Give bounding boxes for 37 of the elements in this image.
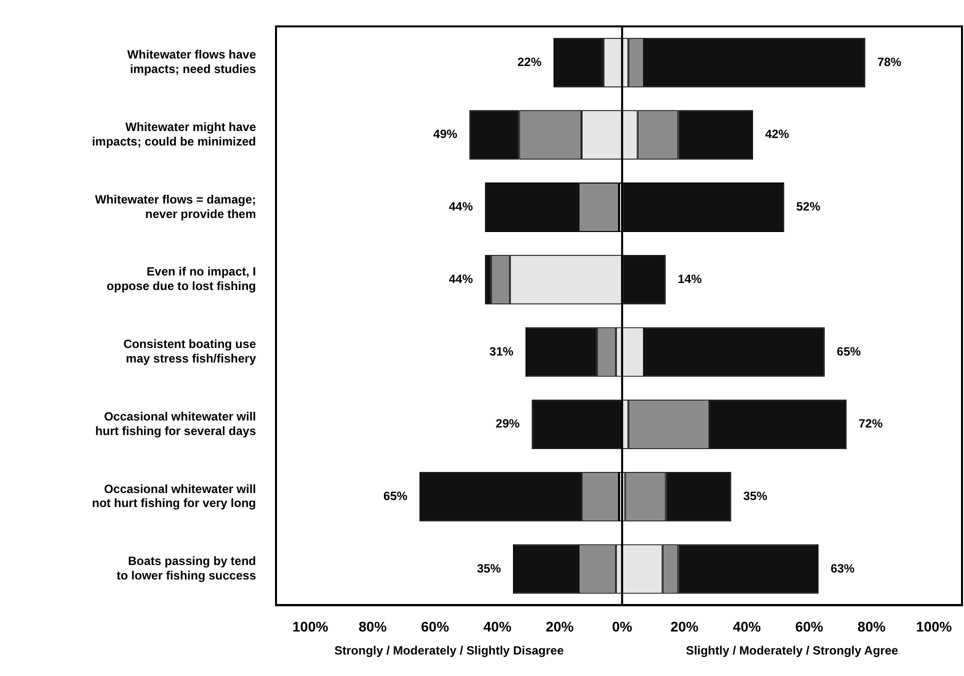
x-tick-label: 20% (546, 618, 574, 634)
y-tick-label: Consistent boating use may stress fish/fishery (123, 337, 256, 366)
annotation: 35% (476, 561, 502, 576)
y-tick-label: Whitewater might have impacts; could be minimized (92, 120, 256, 148)
y-tick-label: Occasional whitewater will not hurt fishing for very long (92, 482, 256, 510)
text: Strongly / Moderately / Slightly Disagree (334, 644, 564, 658)
x-tick-label: 40% (483, 618, 512, 634)
x-tick-label: 60% (795, 618, 824, 634)
x-tick-label: 80% (358, 618, 388, 634)
annotation: 22% (517, 54, 542, 69)
y-tick-label: Occasional whitewater will hurt fishing for several days (95, 409, 256, 438)
annotation: 31% (489, 344, 514, 358)
annotation: 44% (448, 272, 474, 286)
annotation: 72% (858, 416, 883, 431)
annotation: 35% (743, 488, 768, 503)
text: Slightly / Moderately / Strongly Agree (686, 644, 899, 658)
annotation: 63% (830, 561, 855, 576)
annotation: 65% (383, 488, 408, 503)
annotation: 29% (496, 416, 520, 431)
annotation: 65% (836, 344, 862, 358)
annotation: 42% (765, 127, 790, 142)
y-tick-label: Even if no impact, I oppose due to lost fishing (106, 264, 256, 294)
x-tick-label: 0% (612, 618, 633, 634)
y-tick-label: Boats passing by tend to lower fishing success (116, 554, 256, 583)
annotation: 49% (433, 127, 458, 142)
y-tick-label: Whitewater flows have impacts; need studies (127, 48, 256, 76)
annotation: 44% (448, 200, 474, 214)
x-tick-label: 100% (916, 618, 952, 634)
x-tick-label: 60% (421, 618, 450, 634)
annotation: 52% (796, 200, 821, 214)
y-tick-label: Whitewater flows = damage; never provide them (94, 192, 256, 221)
annotation: 14% (678, 272, 702, 286)
annotation: 78% (877, 54, 902, 69)
x-tick-label: 80% (858, 618, 886, 634)
x-tick-label: 100% (292, 618, 329, 634)
x-tick-label: 40% (732, 618, 762, 634)
x-tick-label: 20% (670, 618, 700, 634)
